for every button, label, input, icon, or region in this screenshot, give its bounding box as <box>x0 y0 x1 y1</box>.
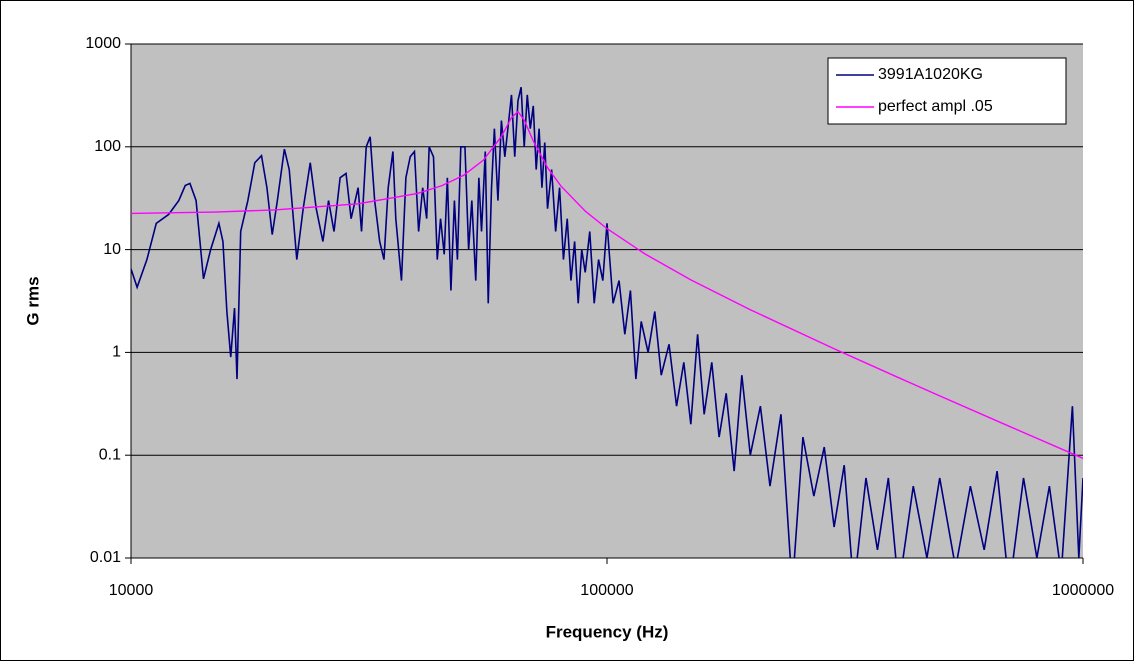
x-tick-label: 1000000 <box>1052 582 1114 599</box>
y-tick-label: 1000 <box>85 35 121 52</box>
legend-label: 3991A1020KG <box>878 66 983 83</box>
y-tick-label: 10 <box>103 241 121 258</box>
y-tick-label: 0.1 <box>99 446 121 463</box>
legend-box <box>827 57 1067 125</box>
y-tick-label: 0.01 <box>90 549 121 566</box>
series-line <box>131 110 1083 459</box>
y-tick-label: 100 <box>94 138 121 155</box>
x-tick-label: 100000 <box>580 582 633 599</box>
legend-label: perfect ampl .05 <box>878 98 993 115</box>
x-tick-label: 10000 <box>109 582 154 599</box>
y-axis-title: G rms <box>23 276 42 325</box>
series-group <box>131 87 1083 558</box>
y-tick-label: 1 <box>112 344 121 361</box>
x-axis-title: Frequency (Hz) <box>546 622 669 641</box>
series-line <box>131 87 1083 558</box>
plot-area <box>131 44 1083 558</box>
